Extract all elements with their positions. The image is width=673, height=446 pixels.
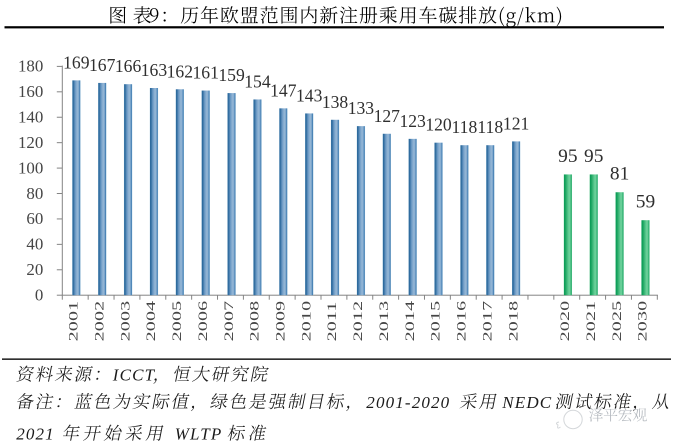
svg-text:ICCT: ICCT (112, 365, 156, 384)
svg-text:118: 118 (452, 117, 478, 137)
svg-text:2005: 2005 (170, 301, 184, 342)
svg-text:2017: 2017 (480, 301, 494, 342)
svg-text:162: 162 (167, 61, 193, 81)
svg-text:2008: 2008 (247, 301, 261, 342)
svg-text:95: 95 (584, 146, 603, 167)
svg-text:2001: 2001 (66, 301, 80, 342)
svg-text:2006: 2006 (196, 301, 210, 342)
svg-text:169: 169 (63, 52, 90, 72)
svg-text:2021: 2021 (584, 301, 598, 342)
svg-text:80: 80 (26, 184, 43, 203)
svg-text:138: 138 (322, 92, 349, 112)
svg-text:2011: 2011 (325, 301, 339, 341)
svg-text:60: 60 (26, 209, 43, 228)
svg-text:133: 133 (348, 98, 375, 118)
svg-text:160: 160 (18, 82, 43, 101)
svg-text:121: 121 (503, 113, 529, 133)
svg-text:2015: 2015 (429, 301, 443, 342)
svg-text:120: 120 (18, 133, 43, 152)
svg-text:140: 140 (18, 108, 43, 127)
svg-text:127: 127 (374, 106, 401, 126)
svg-text:118: 118 (477, 117, 503, 137)
svg-text:2009: 2009 (273, 301, 287, 342)
svg-text:20: 20 (26, 260, 43, 279)
svg-text:159: 159 (218, 65, 245, 85)
svg-text:2014: 2014 (403, 300, 417, 341)
svg-text:59: 59 (636, 192, 655, 213)
svg-text:147: 147 (270, 80, 297, 100)
svg-text:2013: 2013 (377, 301, 391, 342)
svg-text:100: 100 (18, 158, 43, 177)
svg-text:2004: 2004 (144, 300, 158, 341)
svg-text:2003: 2003 (118, 301, 132, 342)
svg-text:WLTP: WLTP (175, 424, 223, 443)
svg-text:154: 154 (244, 71, 271, 91)
svg-text:2030: 2030 (636, 301, 650, 342)
svg-text:163: 163 (141, 60, 168, 80)
svg-text:40: 40 (26, 235, 43, 254)
svg-text:2025: 2025 (610, 301, 624, 342)
svg-text:120: 120 (425, 115, 452, 135)
svg-text:167: 167 (89, 55, 116, 75)
svg-text:0: 0 (35, 286, 43, 305)
svg-text:2016: 2016 (454, 301, 468, 342)
svg-text:180: 180 (18, 57, 43, 76)
svg-text:2021: 2021 (16, 424, 55, 443)
svg-text:NEDC: NEDC (501, 393, 552, 412)
svg-text:123: 123 (399, 111, 426, 131)
svg-text:2020: 2020 (558, 301, 572, 342)
svg-text:2012: 2012 (351, 301, 365, 342)
svg-text:81: 81 (610, 164, 629, 185)
svg-text:166: 166 (115, 56, 142, 76)
svg-text:95: 95 (558, 146, 577, 167)
svg-text:2001-2020: 2001-2020 (366, 393, 450, 412)
svg-text:2018: 2018 (506, 301, 520, 342)
svg-text:2010: 2010 (299, 301, 313, 342)
svg-text:161: 161 (192, 63, 218, 83)
svg-text:143: 143 (296, 85, 323, 105)
svg-text:2002: 2002 (92, 301, 106, 342)
svg-text:2007: 2007 (222, 301, 236, 342)
